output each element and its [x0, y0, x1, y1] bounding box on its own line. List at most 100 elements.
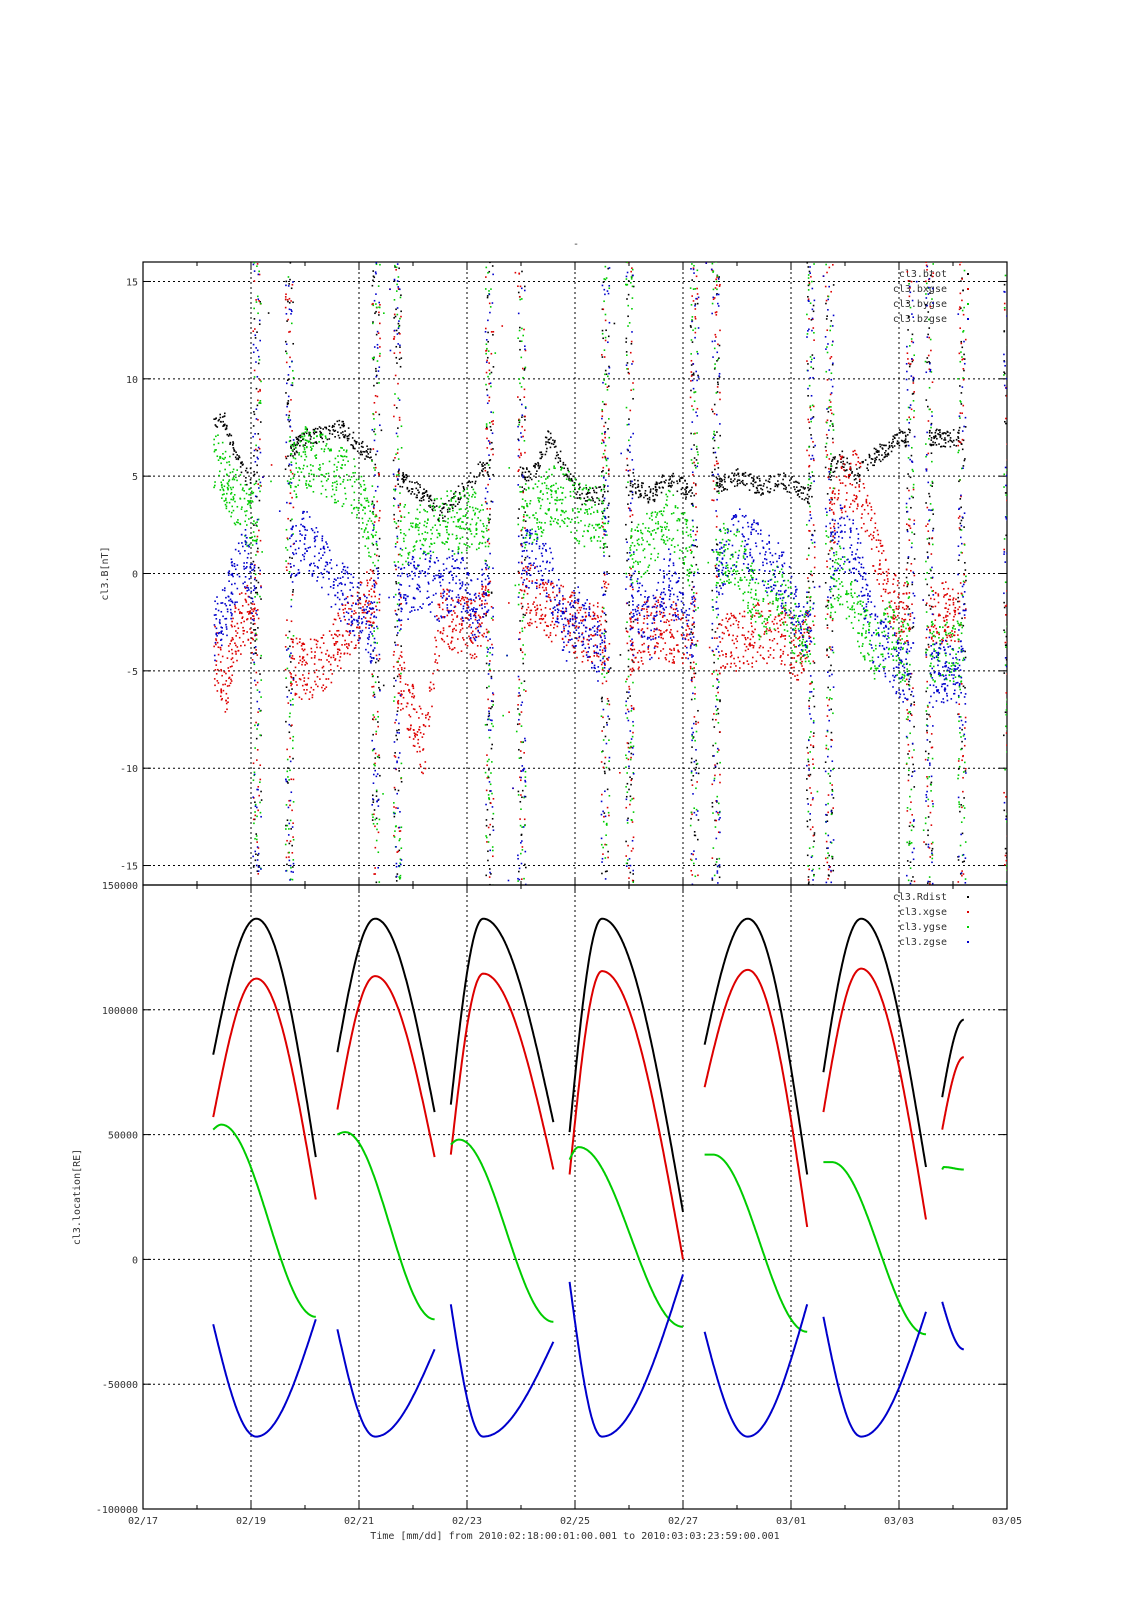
- data-point: [656, 494, 659, 497]
- data-point: [652, 635, 654, 638]
- data-point: [899, 601, 901, 603]
- data-point: [874, 461, 876, 463]
- data-point: [690, 869, 693, 872]
- data-point: [638, 649, 641, 652]
- data-point: [398, 657, 400, 660]
- data-point: [298, 435, 301, 437]
- data-point: [231, 665, 233, 668]
- data-point: [468, 625, 470, 628]
- data-point: [396, 851, 399, 853]
- data-point: [831, 491, 834, 494]
- data-point: [889, 622, 891, 625]
- data-point: [562, 463, 565, 466]
- data-point: [1008, 350, 1010, 352]
- data-point: [451, 648, 453, 651]
- data-point: [601, 649, 604, 652]
- data-point: [831, 497, 833, 499]
- data-point: [255, 387, 258, 390]
- data-point: [612, 892, 614, 894]
- data-point: [231, 625, 233, 628]
- data-point: [299, 444, 301, 447]
- legend-swatch: [967, 288, 969, 290]
- data-point: [827, 868, 830, 871]
- data-point: [256, 331, 258, 333]
- data-point: [831, 619, 834, 622]
- data-point: [403, 661, 406, 664]
- data-point: [543, 629, 546, 632]
- data-point: [579, 486, 581, 489]
- data-point: [625, 469, 628, 471]
- data-point: [289, 737, 292, 740]
- data-point: [926, 776, 928, 778]
- data-point: [553, 441, 556, 444]
- data-point: [608, 899, 610, 901]
- data-point: [522, 613, 525, 616]
- data-point: [460, 497, 462, 499]
- data-point: [783, 484, 785, 486]
- data-point: [627, 697, 629, 699]
- data-point: [1006, 459, 1007, 461]
- data-point: [255, 684, 257, 686]
- data-point: [573, 484, 575, 487]
- data-point: [632, 669, 635, 671]
- data-point: [397, 519, 400, 522]
- data-point: [474, 480, 477, 483]
- data-point: [807, 501, 809, 504]
- data-point: [929, 305, 932, 308]
- data-point: [348, 644, 350, 647]
- data-point: [421, 713, 424, 715]
- data-point: [771, 639, 774, 642]
- data-point: [807, 284, 810, 287]
- data-point: [900, 430, 902, 433]
- data-point: [396, 710, 399, 712]
- data-point: [928, 594, 930, 597]
- data-point: [843, 463, 845, 465]
- data-point: [219, 646, 222, 649]
- data-point: [840, 461, 842, 464]
- data-point: [604, 247, 606, 249]
- data-point: [865, 500, 868, 503]
- data-point: [438, 606, 441, 609]
- data-point: [242, 632, 245, 635]
- data-point: [933, 624, 936, 627]
- data-point: [931, 482, 934, 484]
- data-point: [254, 814, 257, 817]
- data-point: [485, 426, 488, 429]
- data-point: [964, 650, 966, 653]
- data-point: [566, 467, 569, 470]
- data-point: [884, 588, 887, 591]
- data-point: [487, 715, 490, 718]
- data-point: [423, 495, 426, 497]
- data-point: [927, 626, 930, 629]
- data-point: [939, 431, 941, 434]
- data-point: [579, 609, 582, 611]
- data-point: [913, 533, 916, 535]
- data-point: [718, 623, 720, 626]
- data-point: [1005, 796, 1007, 798]
- data-point: [370, 588, 373, 590]
- data-point: [253, 473, 256, 476]
- data-point: [776, 622, 778, 625]
- legend-entry: cl3.bygse: [893, 299, 947, 310]
- data-point: [288, 302, 291, 304]
- data-point: [930, 842, 933, 845]
- data-point: [871, 458, 874, 461]
- data-point: [414, 736, 417, 738]
- data-point: [809, 487, 812, 490]
- data-point: [913, 786, 916, 788]
- data-point: [779, 648, 782, 651]
- data-point: [554, 457, 557, 460]
- data-point: [490, 500, 493, 503]
- data-point: [888, 636, 890, 639]
- data-point: [315, 431, 318, 433]
- data-point: [434, 636, 436, 639]
- data-point: [716, 360, 718, 362]
- data-point: [222, 425, 224, 427]
- data-point: [486, 508, 489, 510]
- data-point: [286, 299, 289, 301]
- data-point: [789, 479, 791, 482]
- data-point: [413, 695, 416, 697]
- data-point: [367, 448, 369, 451]
- data-point: [464, 643, 467, 646]
- data-point: [343, 643, 346, 646]
